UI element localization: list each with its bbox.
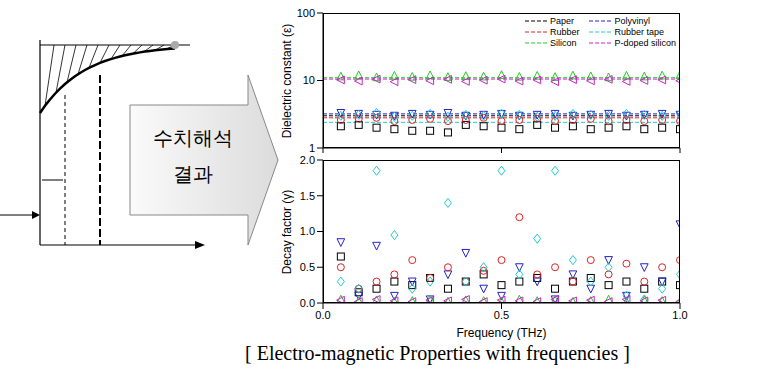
svg-text:10: 10: [303, 74, 315, 86]
svg-text:100: 100: [297, 8, 315, 19]
svg-text:2.0: 2.0: [300, 155, 315, 166]
html-text:Decay factor (γ): Decay factor (γ): [280, 189, 294, 274]
html-text:[ Electro-magnetic Properties: [ Electro-magnetic Properties with frequ…: [245, 342, 630, 364]
html-text:결과: 결과: [172, 163, 213, 185]
html-text:Silicon: Silicon: [549, 38, 577, 48]
html-text:수치해석: 수치해석: [152, 127, 233, 149]
html-text:Rubber tape: Rubber tape: [614, 27, 664, 37]
svg-text:0.0: 0.0: [300, 297, 315, 309]
svg-text:1.0: 1.0: [300, 225, 315, 237]
svg-text:1.0: 1.0: [672, 309, 687, 321]
svg-text:0.0: 0.0: [315, 309, 330, 321]
svg-text:0.5: 0.5: [494, 309, 509, 321]
html-text:Frequency (THz): Frequency (THz): [456, 326, 547, 340]
svg-text:1.5: 1.5: [300, 190, 315, 202]
svg-text:1: 1: [309, 142, 315, 153]
html-text:Polyvinyl: Polyvinyl: [614, 16, 650, 26]
html-text:Dielectric constant (ε): Dielectric constant (ε): [280, 23, 294, 138]
html-text:P-doped silicon: P-doped silicon: [614, 38, 676, 48]
svg-text:0.5: 0.5: [300, 261, 315, 273]
html-text:Paper: Paper: [549, 16, 574, 26]
html-text:Rubber: Rubber: [549, 27, 580, 37]
